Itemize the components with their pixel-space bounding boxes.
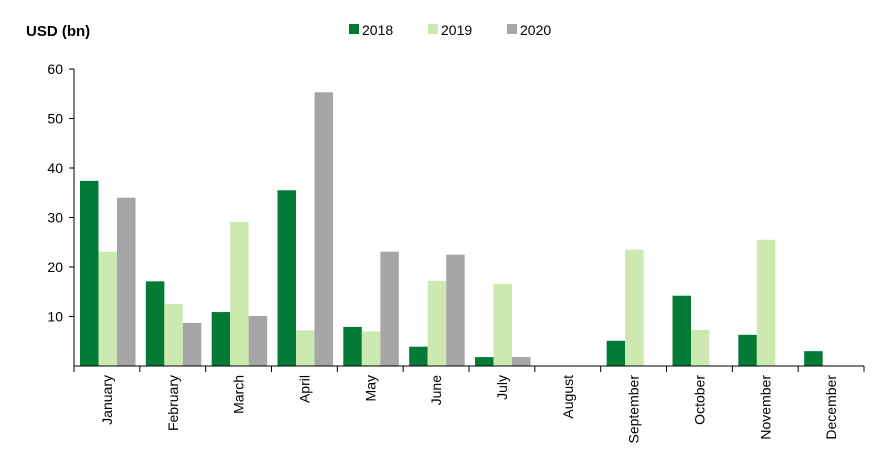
y-tick-label: 40 [47,160,63,176]
y-tick-label: 30 [47,210,63,226]
bar-2020-february [182,322,202,366]
bar-2020-july [512,357,531,366]
legend-label-2019: 2019 [441,22,472,38]
bar-2018-november [738,334,757,366]
y-tick-label: 50 [47,111,63,127]
bar-2020-may [380,251,399,366]
x-tick-label-december: December [823,375,839,440]
x-tick-label-may: May [362,375,378,401]
x-tick-label-november: November [757,375,773,440]
bar-2020-april [314,92,333,366]
y-axis-label: USD (bn) [26,23,90,40]
legend-swatch-2019 [428,24,438,34]
x-axis: January February March April May June July Augu… [73,365,865,444]
legend-swatch-2020 [507,24,517,34]
x-tick-label-january: January [99,375,115,425]
x-tick-label-february: February [165,375,181,431]
bar-2019-october [691,329,710,366]
bar-2018-may [343,326,362,366]
bar-2018-june [409,346,428,366]
bar-2019-march [230,221,249,366]
y-tick-label: 60 [47,61,63,77]
bar-2018-february [145,281,165,366]
x-tick-label-july: July [494,375,510,400]
bar-2018-october [672,295,691,366]
bar-2020-january [117,197,136,366]
bar-2020-june [446,254,465,367]
x-tick-label-june: June [428,375,444,406]
bar-2018-september [606,340,626,366]
x-tick-label-april: April [296,375,312,403]
legend-label-2020: 2020 [520,22,551,38]
legend: 2018 2019 2020 [349,22,551,38]
bar-2018-january [80,180,99,366]
y-tick-label: 10 [47,309,63,325]
bar-2019-september [625,249,644,366]
bar-2019-november [756,239,776,366]
x-tick-label-august: August [560,375,576,419]
bar-2019-april [296,330,315,366]
bar-2019-june [427,280,447,366]
bars [80,92,823,367]
x-tick-label-march: March [231,375,247,414]
y-tick-label: 20 [47,259,63,275]
bar-2018-december [804,351,823,366]
bar-2018-july [475,357,494,366]
bar-2019-may [361,331,381,366]
legend-label-2018: 2018 [362,22,393,38]
bar-2019-january [98,251,117,366]
bar-2019-july [493,283,512,366]
bar-2018-march [211,312,231,366]
bar-2018-april [277,190,296,366]
x-tick-label-october: October [691,375,707,425]
bar-2020-march [248,316,268,366]
x-tick-label-september: September [626,375,642,444]
legend-swatch-2018 [349,24,359,34]
bar-2019-february [164,304,183,367]
y-axis: 10 20 30 40 50 60 [47,61,75,366]
